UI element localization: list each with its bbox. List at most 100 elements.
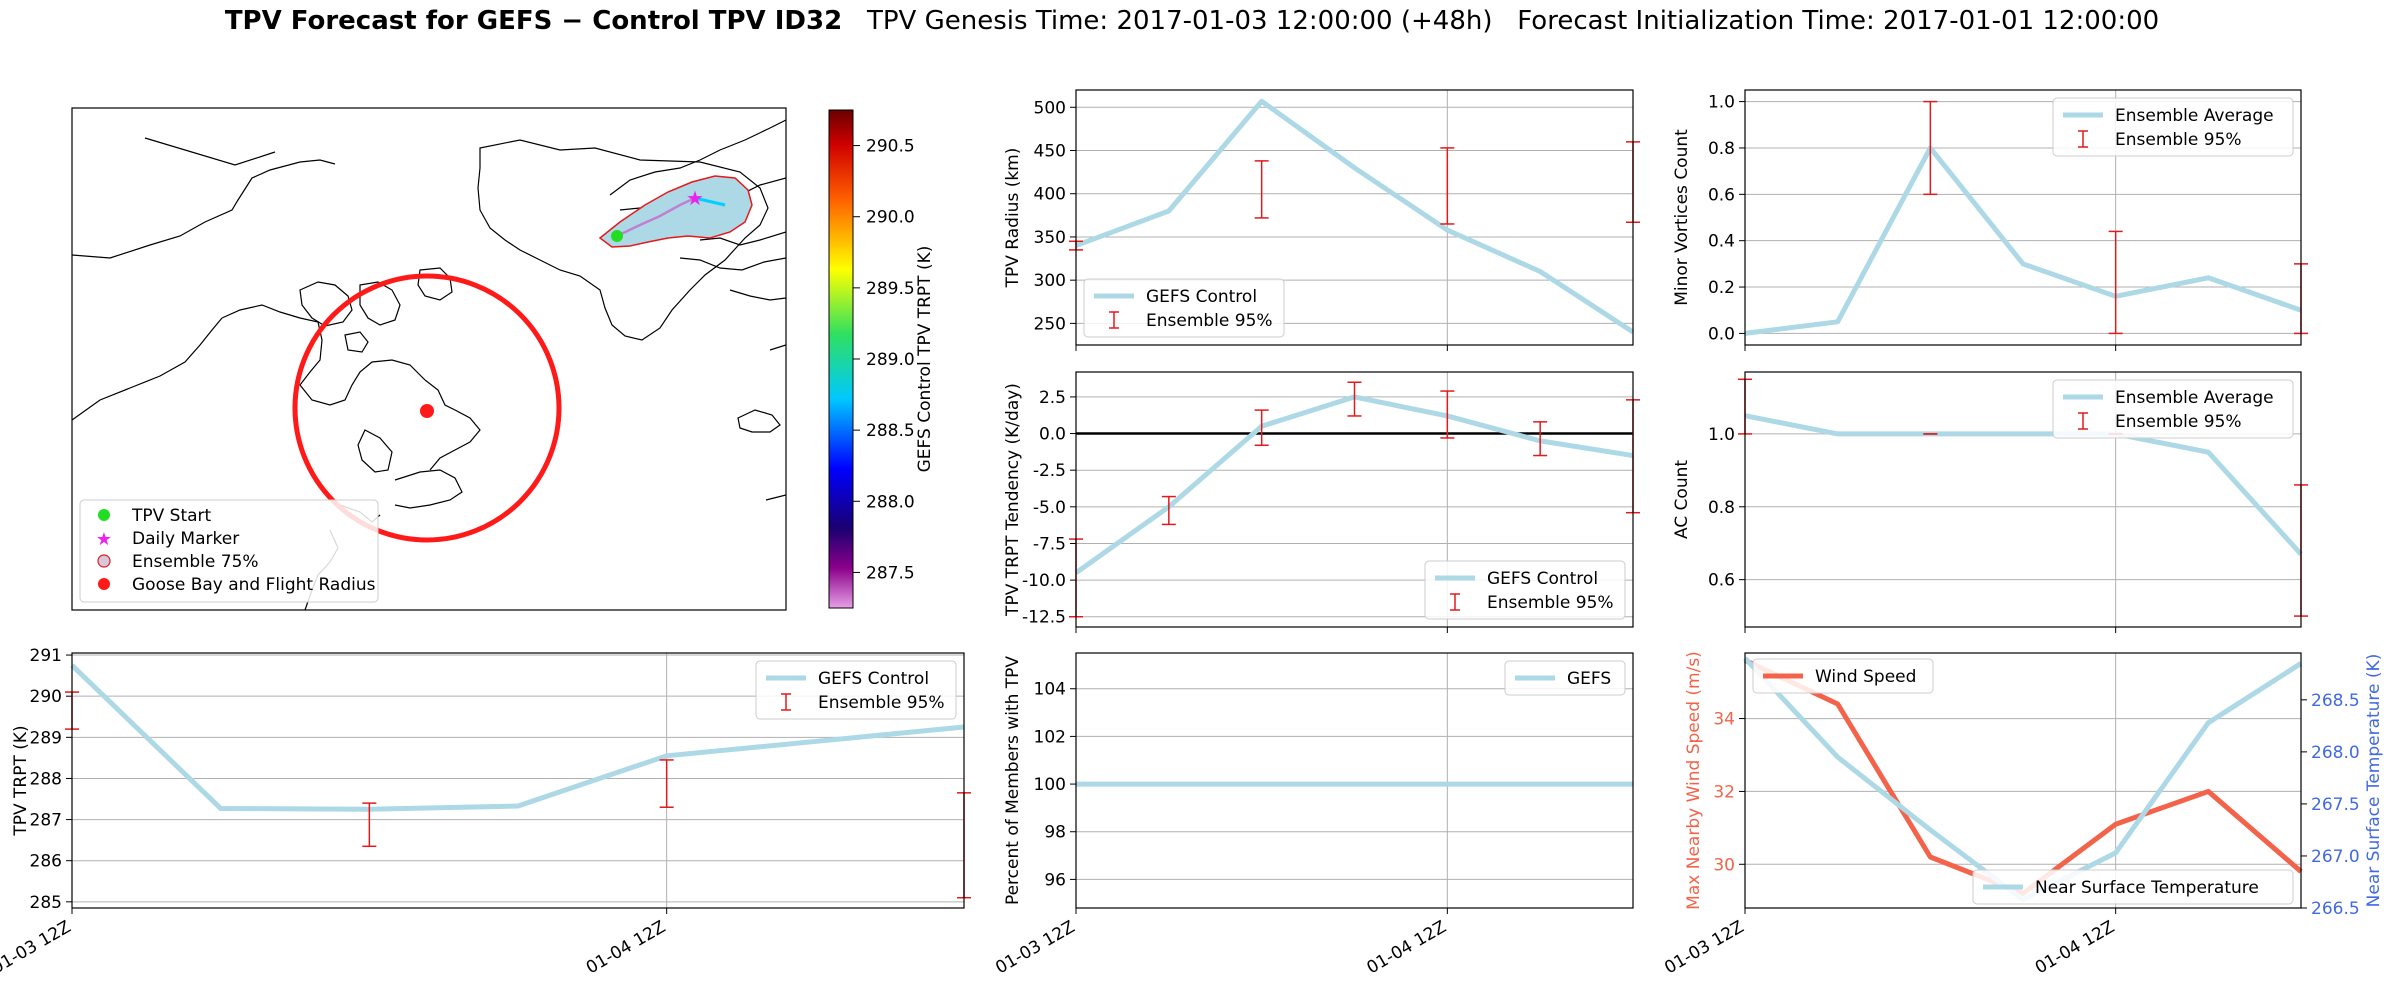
- figure-title-rest: TPV Genesis Time: 2017-01-03 12:00:00 (+…: [866, 6, 2160, 36]
- y-tick-label: 1.0: [1708, 93, 1735, 113]
- y-tick-label: 30: [1713, 855, 1735, 875]
- y-tick-label: 0.6: [1708, 185, 1735, 205]
- series-line-0: [1744, 413, 2303, 556]
- chart-wind: 30 32 34 01-03 12Z 01-04 12Z Max Nearby Wind …: [1661, 651, 2384, 978]
- errorbar: [1254, 409, 1269, 447]
- map-legend-label-1: Daily Marker: [132, 529, 239, 549]
- figure-title: TPV Forecast for GEFS − Control TPV ID32…: [0, 6, 2384, 36]
- legend: Wind Speed: [1752, 658, 1934, 694]
- y-tick-label: 0.8: [1708, 498, 1735, 518]
- y-tick-label: 500: [1034, 98, 1066, 118]
- legend: GEFS: [1504, 660, 1626, 696]
- y-tick-label: 291: [30, 646, 62, 666]
- colorbar-tick-label: 290.0: [866, 208, 915, 228]
- x-tick-label: 01-03 12Z: [0, 917, 75, 978]
- chart-percent: 96 98 100 102 104 01-03 12Z 01-04 12Z Percent o…: [992, 652, 1634, 978]
- y-tick-label: 286: [30, 852, 62, 872]
- x-tick-label: 01-03 12Z: [1661, 917, 1747, 978]
- chart-panels: 250 300 350 400 450 500 TPV Radius (km) GEFS Co…: [0, 89, 2384, 978]
- legend-label: Ensemble Average: [2115, 388, 2274, 408]
- y-tick-label: 1.0: [1708, 425, 1735, 445]
- y2-tick-label: 266.5: [2311, 899, 2360, 919]
- errorbar: [1533, 421, 1548, 457]
- legend: Ensemble Average Ensemble 95%: [2052, 97, 2294, 157]
- x-tick-label: 01-04 12Z: [583, 917, 669, 978]
- series-line-0: [1744, 145, 2302, 336]
- colorbar: 287.5 288.0 288.5 289.0 289.5 290.0 290.5 GEFS…: [828, 109, 935, 609]
- ensemble-75-region: [598, 175, 753, 248]
- errorbar: [1254, 160, 1269, 219]
- colorbar-tick-label: 288.5: [866, 421, 915, 441]
- y-tick-label: 32: [1713, 782, 1735, 802]
- y-tick-label: 96: [1044, 870, 1066, 890]
- legend-label: GEFS Control: [1487, 569, 1598, 589]
- legend: Near Surface Temperature: [1972, 869, 2294, 905]
- colorbar-label: GEFS Control TPV TRPT (K): [915, 246, 935, 473]
- colorbar-tick-label: 288.0: [866, 492, 915, 512]
- series-line-0: [1075, 98, 1635, 335]
- plot-frame: [1075, 89, 1634, 346]
- legend-label: Near Surface Temperature: [2035, 878, 2259, 898]
- y-tick-label: 0.0: [1039, 425, 1066, 445]
- colorbar-gradient: [828, 109, 854, 609]
- y-tick-label: 0.6: [1708, 571, 1735, 591]
- x-tick-label: 01-03 12Z: [992, 917, 1078, 978]
- legend: Ensemble Average Ensemble 95%: [2052, 379, 2294, 439]
- legend-label: Ensemble 95%: [1487, 593, 1614, 613]
- y-tick-label: 300: [1034, 271, 1066, 291]
- errorbar: [659, 759, 674, 808]
- y-axis-label: TPV Radius (km): [1003, 148, 1023, 289]
- map-legend-label-2: Ensemble 75%: [132, 552, 259, 572]
- legend: GEFS Control Ensemble 95%: [1424, 560, 1626, 620]
- map-panel: ★ ★ TPV Start Daily Marker Ensemble 75% …: [71, 107, 935, 611]
- y-axis-label: AC Count: [1672, 460, 1692, 539]
- chart-minor: 0.0 0.2 0.4 0.6 0.8 1.0 Minor Vortices Count En…: [1672, 89, 2308, 351]
- y-axis-label: TPV TRPT Tendency (K/day): [1003, 383, 1023, 617]
- plot-frame: [1744, 371, 2302, 628]
- y2-tick-label: 268.5: [2311, 691, 2360, 711]
- chart-trpt: 285 286 287 288 289 290 291 01-03 12Z 01-04 12Z T…: [0, 646, 971, 978]
- plot-frame: [1744, 89, 2302, 346]
- legend-frame: [1972, 869, 2294, 905]
- colorbar-tick-label: 289.5: [866, 279, 915, 299]
- y2-tick-label: 267.0: [2311, 847, 2360, 867]
- legend-label: Ensemble 95%: [1146, 311, 1273, 331]
- y-tick-label: 285: [30, 893, 62, 913]
- legend-label: Wind Speed: [1815, 667, 1916, 687]
- y-tick-label: -12.5: [1022, 608, 1066, 628]
- y-tick-label: 290: [30, 687, 62, 707]
- legend-label: Ensemble 95%: [818, 693, 945, 713]
- tpv-start-marker: [611, 230, 623, 242]
- y-tick-label: 100: [1034, 775, 1066, 795]
- legend-frame: [1752, 658, 1934, 694]
- x-tick-label: 01-04 12Z: [1364, 917, 1450, 978]
- y-tick-label: 98: [1044, 823, 1066, 843]
- errorbar: [1347, 381, 1362, 417]
- svg-text:★: ★: [96, 529, 112, 550]
- errorbar: [1440, 147, 1455, 225]
- colorbar-tick-label: 290.5: [866, 137, 915, 157]
- daily-marker: ★: [686, 186, 704, 210]
- y-tick-label: -5.0: [1033, 498, 1066, 518]
- y-tick-label: 0.4: [1708, 232, 1735, 252]
- x-tick-label: 01-04 12Z: [2032, 917, 2118, 978]
- y2-tick-label: 267.5: [2311, 795, 2360, 815]
- y-axis-label: TPV TRPT (K): [11, 725, 31, 836]
- legend-label: GEFS Control: [818, 669, 929, 689]
- y-axis-label: Minor Vortices Count: [1672, 129, 1692, 306]
- legend-frame: [1504, 660, 1626, 696]
- legend-label: Ensemble Average: [2115, 106, 2274, 126]
- y-axis-label: Max Nearby Wind Speed (m/s): [1684, 651, 1704, 910]
- chart-radius: 250 300 350 400 450 500 TPV Radius (km) GEFS Co…: [1003, 89, 1640, 351]
- chart-ac: 0.6 0.8 1.0 AC Count Ensemble AverageEnsembl…: [1672, 371, 2308, 633]
- plot-frame: [1744, 652, 2302, 909]
- map-legend-label-3: Goose Bay and Flight Radius: [132, 575, 376, 595]
- y-tick-label: 450: [1034, 142, 1066, 162]
- plot-frame: [71, 652, 965, 909]
- colorbar-tick-label: 289.0: [866, 350, 915, 370]
- y-tick-label: 288: [30, 769, 62, 789]
- y-tick-label: -10.0: [1022, 571, 1066, 591]
- colorbar-tick-label: 287.5: [866, 563, 915, 583]
